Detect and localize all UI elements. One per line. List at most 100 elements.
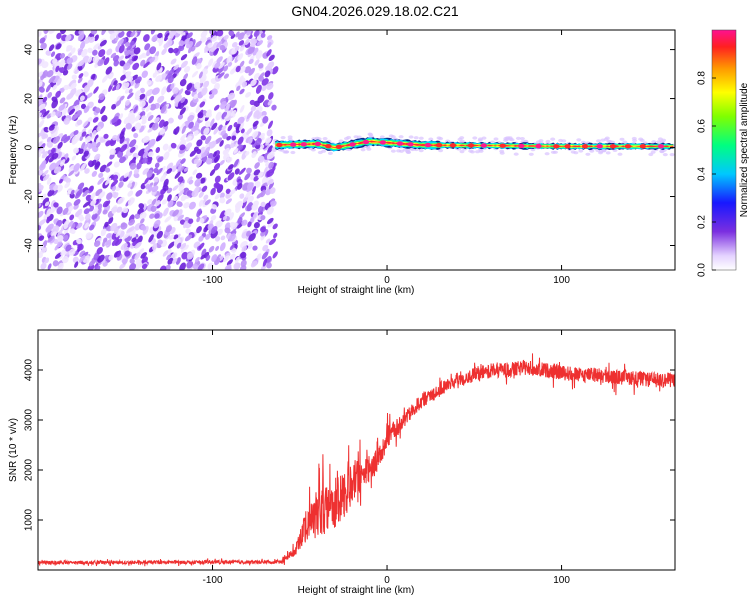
- noise-cell: [219, 140, 224, 147]
- noise-cell: [186, 190, 194, 197]
- noise-cell: [154, 213, 160, 219]
- noise-cell: [255, 50, 263, 60]
- noise-cell: [265, 65, 272, 72]
- band-halo: [379, 135, 385, 139]
- noise-cell: [176, 30, 182, 34]
- snr-panel: -100 0 100 1000 2000 3000 4000 Height of stra…: [8, 329, 676, 596]
- band-peak: [379, 140, 387, 145]
- band-halo: [290, 150, 296, 155]
- noise-cell: [237, 53, 244, 61]
- noise-cell: [53, 202, 59, 208]
- noise-cell: [111, 205, 118, 214]
- colorbar: 0.0 0.2 0.4 0.6 0.8 Normalized spectral ampl…: [697, 29, 750, 277]
- noise-cell: [172, 209, 179, 217]
- noise-cell: [90, 192, 96, 200]
- noise-cell: [110, 180, 119, 187]
- noise-cell: [85, 232, 93, 239]
- noise-cell: [260, 215, 266, 221]
- noise-cell: [177, 163, 183, 172]
- noise-cell: [217, 64, 225, 74]
- noise-cell: [94, 107, 101, 114]
- noise-cell: [244, 66, 252, 74]
- noise-cell: [147, 185, 153, 192]
- noise-cell: [94, 153, 101, 161]
- noise-cell: [246, 230, 251, 237]
- noise-cell: [269, 187, 276, 194]
- noise-cell: [98, 93, 105, 101]
- noise-cell: [245, 190, 253, 198]
- noise-cell: [250, 79, 257, 87]
- noise-cell: [205, 39, 211, 46]
- noise-cell: [42, 174, 50, 181]
- noise-cell: [252, 245, 258, 251]
- band-halo: [550, 150, 556, 154]
- noise-cell: [180, 54, 188, 61]
- noise-cell: [156, 230, 164, 239]
- noise-cell: [273, 232, 278, 239]
- noise-cell: [156, 167, 163, 176]
- noise-cell: [94, 34, 99, 42]
- noise-cell: [130, 30, 136, 38]
- noise-cell: [247, 47, 255, 55]
- noise-cell: [183, 202, 190, 209]
- noise-cell: [229, 253, 236, 260]
- noise-cell: [97, 177, 105, 185]
- band-halo: [472, 136, 478, 140]
- band-halo: [438, 137, 444, 141]
- noise-cell: [60, 134, 68, 142]
- noise-cell: [254, 59, 260, 66]
- noise-cell: [101, 75, 109, 83]
- noise-cell: [268, 181, 274, 190]
- noise-cell: [248, 58, 254, 65]
- noise-cell: [216, 30, 224, 37]
- x-tick-label: 100: [553, 275, 570, 286]
- noise-cell: [201, 68, 208, 75]
- noise-cell: [272, 223, 278, 230]
- noise-cell: [229, 189, 236, 196]
- noise-cell: [219, 160, 225, 166]
- noise-cell: [66, 205, 74, 214]
- noise-cell: [261, 251, 269, 260]
- noise-cell: [108, 254, 114, 261]
- band-peak: [424, 142, 432, 148]
- noise-cell: [70, 47, 76, 54]
- noise-cell: [129, 162, 137, 170]
- noise-cell: [154, 162, 160, 169]
- noise-cell: [239, 193, 245, 199]
- noise-cell: [149, 213, 155, 219]
- noise-cell: [207, 262, 214, 270]
- noise-cell: [234, 168, 240, 175]
- noise-cell: [236, 85, 241, 92]
- noise-cell: [93, 134, 99, 143]
- noise-cell: [214, 175, 221, 183]
- noise-cell: [134, 213, 141, 220]
- noise-cell: [74, 192, 82, 199]
- noise-cell: [104, 177, 112, 186]
- noise-cell: [125, 122, 132, 130]
- band-halo: [445, 139, 451, 143]
- noise-cell: [178, 45, 185, 51]
- noise-cell: [251, 151, 257, 159]
- noise-cell: [74, 210, 81, 217]
- noise-cell: [262, 258, 268, 267]
- noise-cell: [237, 217, 243, 224]
- noise-cell: [180, 242, 187, 250]
- band-halo: [545, 139, 551, 144]
- noise-cell: [248, 137, 253, 145]
- noise-cell: [71, 155, 77, 161]
- band-halo: [418, 149, 424, 153]
- noise-cell: [52, 225, 60, 234]
- noise-cell: [262, 244, 269, 252]
- noise-cell: [180, 96, 186, 104]
- noise-cell: [178, 182, 185, 192]
- noise-cell: [101, 115, 108, 122]
- noise-cell: [198, 71, 203, 79]
- noise-cell: [90, 199, 97, 206]
- noise-cell: [196, 139, 203, 147]
- noise-cell: [96, 246, 103, 255]
- noise-cell: [213, 126, 219, 135]
- noise-cell: [76, 238, 82, 245]
- noise-cell: [47, 263, 52, 270]
- noise-cell: [38, 81, 43, 88]
- noise-cell: [194, 178, 201, 187]
